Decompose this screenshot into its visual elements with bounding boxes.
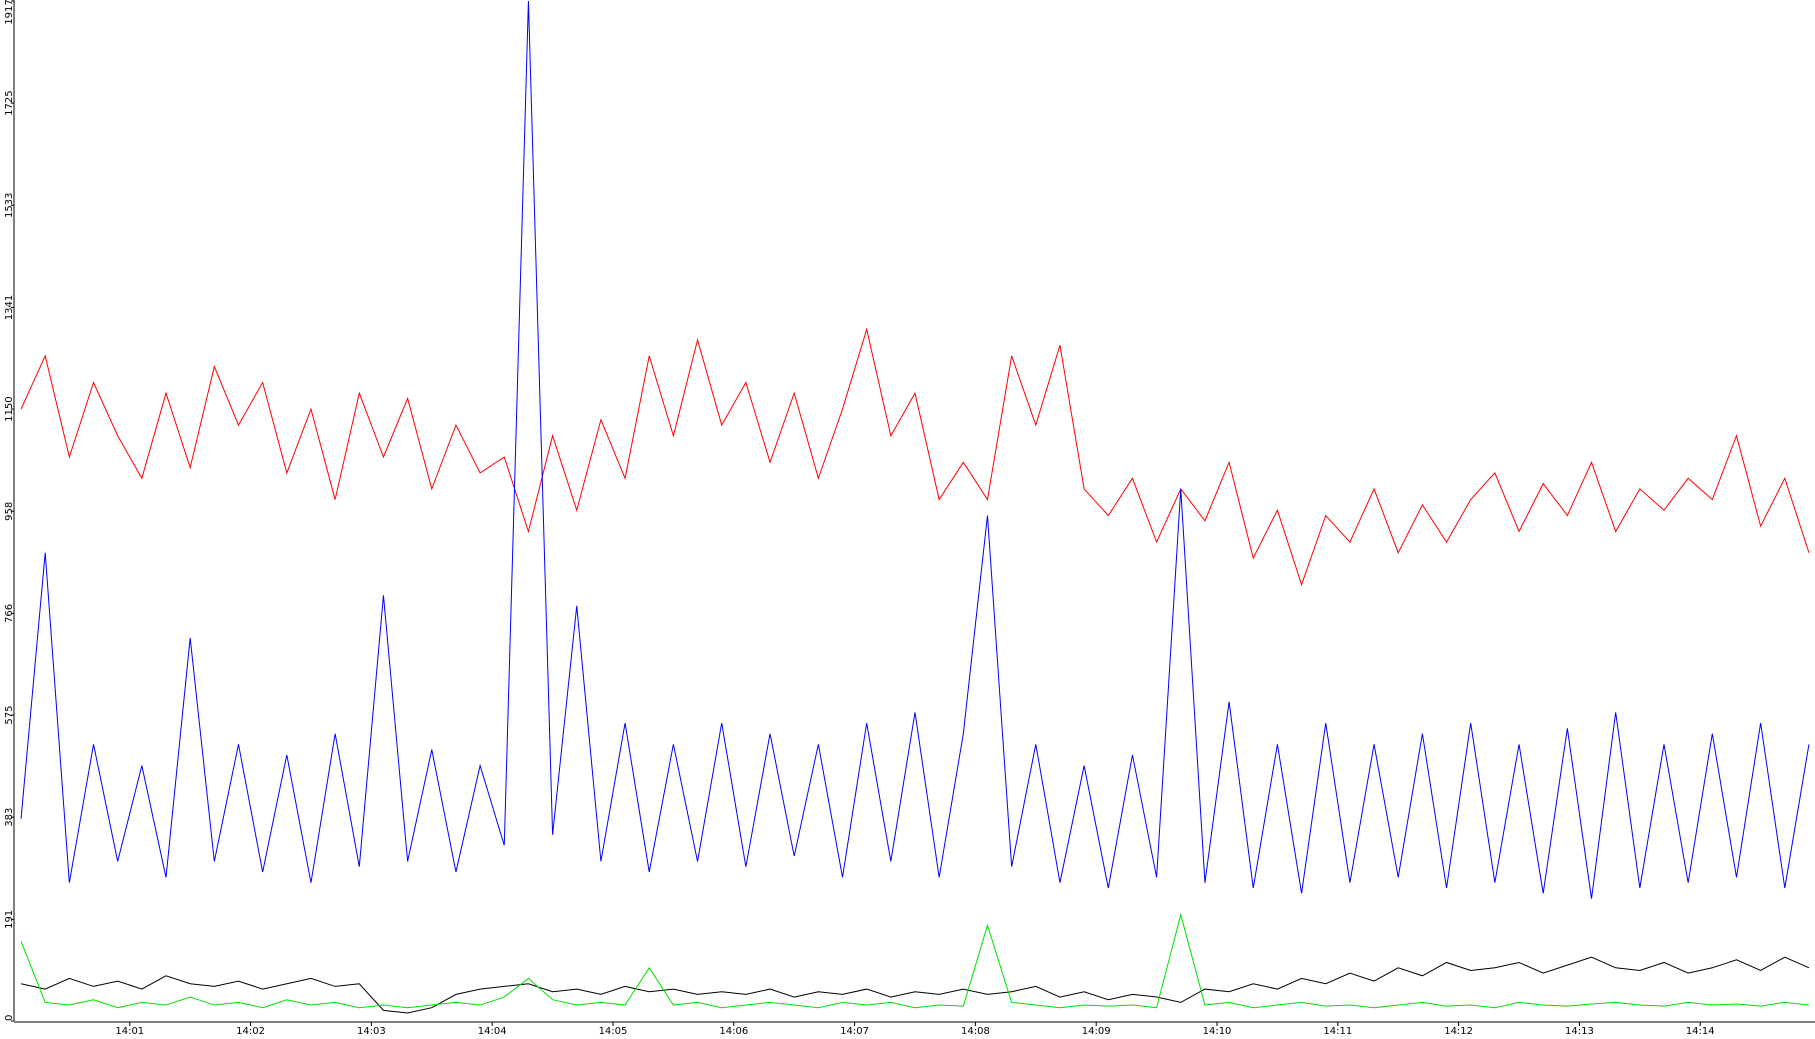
x-tick-label: 14:08 xyxy=(961,1026,990,1037)
y-tick-label: 0 xyxy=(4,1015,15,1021)
x-tick-label: 14:03 xyxy=(357,1026,386,1037)
y-tick-label: 1533 xyxy=(4,193,15,218)
y-tick-label: 1725 xyxy=(4,90,15,115)
y-tick-label: 1341 xyxy=(4,295,15,320)
x-tick-label: 14:07 xyxy=(840,1026,869,1037)
x-tick-label: 14:11 xyxy=(1323,1026,1352,1037)
x-tick-label: 14:02 xyxy=(236,1026,265,1037)
y-tick-label: 383 xyxy=(4,808,15,827)
y-tick-label: 575 xyxy=(4,706,15,725)
x-tick-label: 14:12 xyxy=(1444,1026,1473,1037)
x-tick-label: 14:10 xyxy=(1203,1026,1232,1037)
y-tick-label: 1150 xyxy=(4,396,15,421)
series-line xyxy=(20,0,1810,899)
x-tick-label: 14:04 xyxy=(478,1026,507,1037)
y-tick-label: 1917 xyxy=(4,0,15,25)
x-tick-label: 14:05 xyxy=(599,1026,628,1037)
series-line xyxy=(20,912,1810,1009)
x-tick-label: 14:13 xyxy=(1565,1026,1594,1037)
x-tick-label: 14:01 xyxy=(115,1026,144,1037)
x-tick-label: 14:14 xyxy=(1686,1026,1715,1037)
x-tick-label: 14:09 xyxy=(1082,1026,1111,1037)
series-line xyxy=(20,327,1810,587)
series-line xyxy=(20,956,1810,1014)
y-tick-label: 766 xyxy=(4,604,15,623)
y-tick-label: 191 xyxy=(4,910,15,929)
y-tick-label: 958 xyxy=(4,502,15,521)
x-tick-label: 14:06 xyxy=(719,1026,748,1037)
